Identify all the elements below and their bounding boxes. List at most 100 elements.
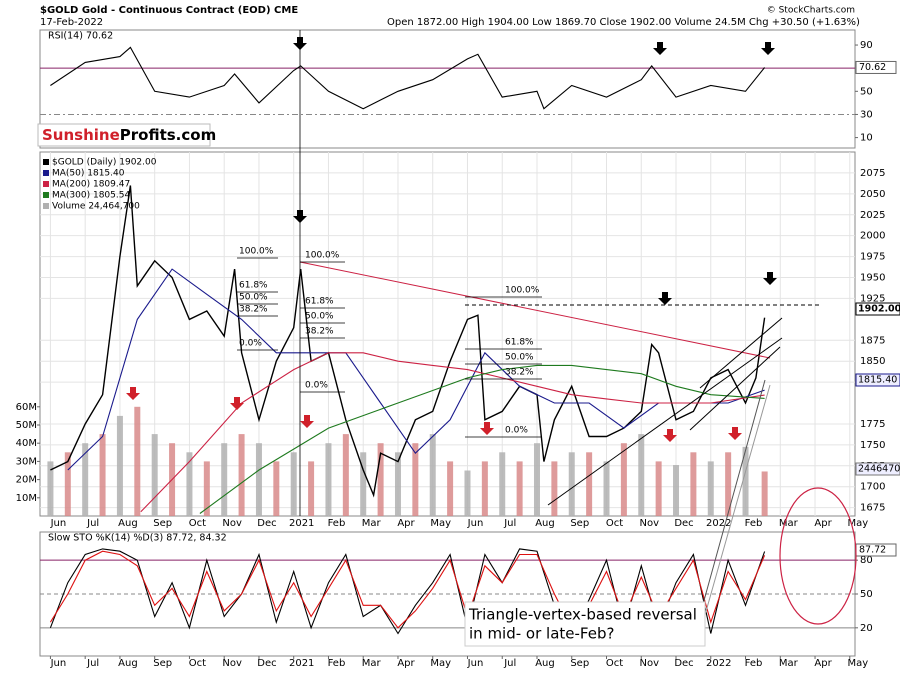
volume-bar [99, 434, 106, 516]
y-tick-label: 10 [860, 133, 873, 144]
x-tick-label: Jul [86, 658, 99, 669]
legend-label: MA(300) 1805.54 [52, 191, 130, 201]
trend-line [299, 261, 771, 359]
y2-tick-label: 60M [16, 402, 37, 413]
volume-bar [638, 434, 645, 516]
volume-bar [64, 452, 71, 516]
fib-label: 100.0% [305, 251, 340, 261]
date: 17-Feb-2022 [40, 17, 103, 28]
fib-label: 100.0% [239, 247, 274, 257]
x-tick-label: Dec [674, 658, 693, 669]
volume-bar [690, 452, 697, 516]
y-tick-label: 1700 [860, 482, 885, 493]
x-tick-label: Aug [118, 658, 138, 669]
y2-tick-label: 10M [16, 493, 37, 504]
arrow [728, 427, 742, 440]
fib-label: 0.0% [305, 381, 328, 391]
y-tick-label: 1775 [860, 419, 885, 430]
x-tick-label: Mar [362, 518, 382, 529]
volume-bar [82, 443, 89, 516]
volume-bar [673, 465, 680, 516]
y-tick-label: 1850 [860, 356, 885, 367]
volume-bar [186, 452, 193, 516]
x-tick-label: Jul [503, 658, 516, 669]
x-tick-label: Nov [639, 518, 659, 529]
arrow [761, 42, 775, 55]
series-line [67, 268, 765, 471]
y-tick-label: 2050 [860, 189, 885, 200]
y-tick-label: 2075 [860, 168, 885, 179]
fib-label: 61.8% [505, 338, 534, 348]
volume-bar [360, 452, 367, 516]
x-tick-label: Jun [50, 518, 67, 529]
x-tick-label: Jul [86, 518, 99, 529]
arrow [653, 42, 667, 55]
volume-bar [151, 434, 158, 516]
x-tick-label: Jun [50, 658, 67, 669]
y2-tick-label: 20M [16, 475, 37, 486]
volume-bar [116, 415, 123, 516]
x-tick-label: May [847, 658, 868, 669]
volume-bar [221, 443, 228, 516]
legend-swatch [43, 159, 49, 165]
x-tick-label: 2022 [706, 518, 731, 529]
x-tick-label: Aug [535, 658, 555, 669]
fib-label: 38.2% [239, 305, 268, 315]
panel-title: RSI(14) 70.62 [48, 31, 113, 42]
arrow [663, 429, 677, 442]
volume-bar [134, 406, 141, 516]
quote: Open 1872.00 High 1904.00 Low 1869.70 Cl… [387, 17, 860, 28]
x-tick-label: Apr [397, 518, 415, 529]
panel-frame [39, 29, 856, 149]
arrow [126, 387, 140, 400]
chart-title: $GOLD Gold - Continuous Contract (EOD) C… [40, 5, 298, 16]
x-tick-label: Aug [118, 518, 138, 529]
x-tick-label: Nov [222, 518, 242, 529]
arrow [658, 292, 672, 305]
y-tick-label: 1950 [860, 273, 885, 284]
target-ellipse [779, 487, 857, 625]
x-tick-label: Jun [467, 658, 484, 669]
x-tick-label: Jul [503, 518, 516, 529]
volume-bar [255, 443, 262, 516]
volume-bar [273, 461, 280, 516]
annotation: in mid- or late-Feb? [469, 625, 614, 643]
x-tick-label: Jun [467, 518, 484, 529]
y2-tick-label: 30M [16, 456, 37, 467]
volume-bar [308, 461, 315, 516]
arrow [293, 37, 307, 50]
y2-tick-label: 50M [16, 420, 37, 431]
y-tick-label: 50 [860, 86, 873, 97]
volume-bar [533, 443, 540, 516]
x-tick-label: 2021 [289, 518, 314, 529]
legend-label: $GOLD (Daily) 1902.00 [52, 158, 157, 168]
value-tag: 70.62 [859, 62, 886, 73]
y-tick-label: 2025 [860, 210, 885, 221]
y-tick-label: 90 [860, 40, 873, 51]
fib-label: 0.0% [239, 339, 262, 349]
legend-swatch [43, 192, 49, 198]
fib-label: 0.0% [505, 426, 528, 436]
y-tick-label: 50 [860, 589, 873, 600]
volume-bar [603, 461, 610, 516]
logo-part: Sunshine [42, 126, 120, 144]
x-tick-label: Oct [606, 658, 623, 669]
trend-line [699, 317, 783, 389]
y-tick-label: 80 [860, 555, 873, 566]
volume-bar [412, 443, 419, 516]
copyright: © StockCharts.com [767, 6, 855, 16]
volume-bar [499, 452, 506, 516]
legend-swatch [43, 170, 49, 176]
y-tick-label: 30 [860, 109, 873, 120]
volume-bar [655, 461, 662, 516]
logo: SunshineProfits.com [42, 126, 216, 144]
volume-bar [47, 461, 54, 516]
fib-label: 38.2% [305, 327, 334, 337]
volume-bar [551, 461, 558, 516]
x-tick-label: 2021 [289, 658, 314, 669]
volume-bar [761, 471, 768, 516]
volume-bar [481, 461, 488, 516]
price-tag-box [855, 302, 900, 316]
volume-bar [447, 461, 454, 516]
fib-label: 50.0% [505, 353, 534, 363]
